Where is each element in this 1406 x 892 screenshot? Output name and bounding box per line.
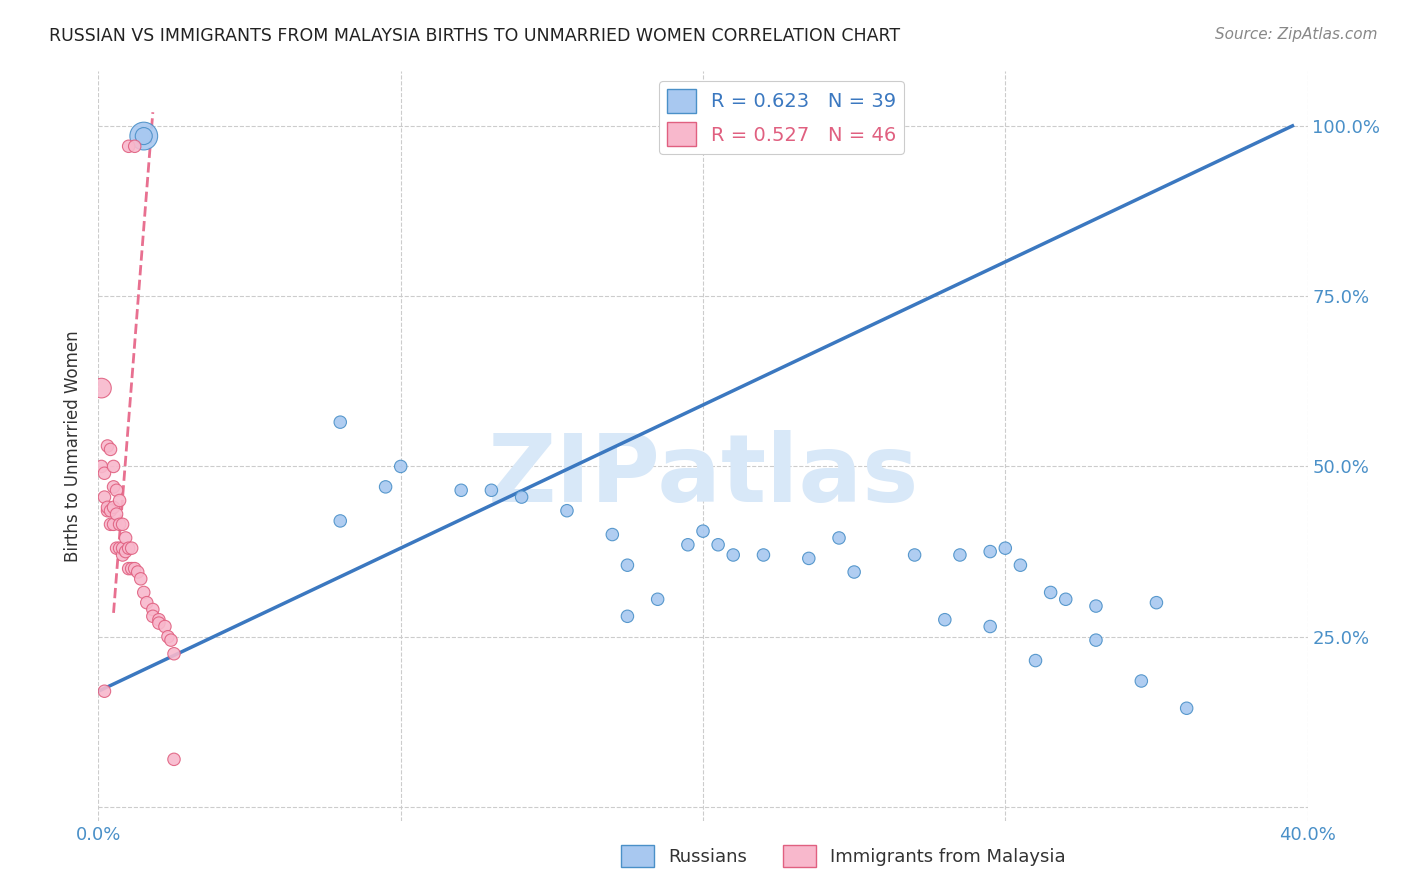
Point <box>163 752 186 766</box>
Point <box>93 467 115 481</box>
Point <box>329 415 352 429</box>
Point <box>111 541 134 556</box>
Point <box>692 524 714 538</box>
Point <box>1039 585 1062 599</box>
Point <box>510 490 533 504</box>
Point <box>108 541 131 556</box>
Point <box>114 544 136 558</box>
Point <box>90 459 112 474</box>
Point <box>121 541 143 556</box>
Point <box>108 517 131 532</box>
Point <box>118 541 141 556</box>
Point <box>450 483 472 498</box>
Point <box>1024 654 1046 668</box>
Point <box>93 490 115 504</box>
Point <box>1085 633 1108 648</box>
Point <box>118 561 141 575</box>
Point <box>647 592 669 607</box>
Point <box>129 572 152 586</box>
Point <box>374 480 396 494</box>
Point <box>103 480 125 494</box>
Point <box>105 483 128 498</box>
Legend: R = 0.623   N = 39, R = 0.527   N = 46: R = 0.623 N = 39, R = 0.527 N = 46 <box>659 81 904 153</box>
Point <box>707 538 730 552</box>
Point <box>118 139 141 153</box>
Y-axis label: Births to Unmarried Women: Births to Unmarried Women <box>65 330 83 562</box>
Point <box>96 439 118 453</box>
Point <box>389 459 412 474</box>
Text: RUSSIAN VS IMMIGRANTS FROM MALAYSIA BIRTHS TO UNMARRIED WOMEN CORRELATION CHART: RUSSIAN VS IMMIGRANTS FROM MALAYSIA BIRT… <box>49 27 900 45</box>
Point <box>616 609 638 624</box>
Point <box>100 517 122 532</box>
Point <box>105 541 128 556</box>
Point <box>160 633 183 648</box>
Point <box>103 500 125 515</box>
Point <box>994 541 1017 556</box>
Point <box>156 630 179 644</box>
Point <box>105 507 128 521</box>
Point <box>108 493 131 508</box>
Point <box>979 619 1001 633</box>
Point <box>723 548 745 562</box>
Point <box>904 548 927 562</box>
Text: Source: ZipAtlas.com: Source: ZipAtlas.com <box>1215 27 1378 42</box>
Point <box>103 517 125 532</box>
Point <box>96 504 118 518</box>
Point <box>1175 701 1198 715</box>
Point <box>111 517 134 532</box>
Point <box>797 551 820 566</box>
Point <box>127 565 149 579</box>
Point <box>752 548 775 562</box>
Point <box>132 129 155 144</box>
Point <box>1085 599 1108 613</box>
Point <box>114 531 136 545</box>
Point <box>148 613 170 627</box>
Point <box>163 647 186 661</box>
Point <box>949 548 972 562</box>
Point <box>153 619 176 633</box>
Legend: Russians, Immigrants from Malaysia: Russians, Immigrants from Malaysia <box>614 838 1073 874</box>
Point <box>616 558 638 573</box>
Point <box>132 585 155 599</box>
Point <box>142 609 165 624</box>
Point <box>1010 558 1032 573</box>
Point <box>142 602 165 616</box>
Point <box>103 459 125 474</box>
Point <box>1144 596 1167 610</box>
Point <box>676 538 699 552</box>
Point <box>828 531 851 545</box>
Point <box>329 514 352 528</box>
Point <box>979 544 1001 558</box>
Point <box>124 561 146 575</box>
Point <box>1054 592 1077 607</box>
Point <box>135 596 157 610</box>
Point <box>124 139 146 153</box>
Point <box>1130 673 1153 688</box>
Point <box>121 561 143 575</box>
Point <box>96 500 118 515</box>
Point <box>813 129 835 144</box>
Point <box>481 483 503 498</box>
Point <box>934 613 956 627</box>
Point <box>100 504 122 518</box>
Point <box>100 442 122 457</box>
Point <box>873 129 896 144</box>
Point <box>555 504 578 518</box>
Point <box>111 548 134 562</box>
Point <box>148 616 170 631</box>
Point <box>90 381 112 395</box>
Point <box>602 527 624 541</box>
Text: ZIPatlas: ZIPatlas <box>488 430 918 522</box>
Point <box>93 684 115 698</box>
Point <box>844 565 866 579</box>
Point <box>132 129 155 144</box>
